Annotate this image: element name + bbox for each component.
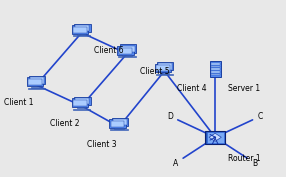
FancyBboxPatch shape <box>117 46 134 55</box>
FancyBboxPatch shape <box>210 61 221 77</box>
Polygon shape <box>209 133 221 141</box>
FancyBboxPatch shape <box>29 76 45 84</box>
FancyBboxPatch shape <box>207 132 224 143</box>
Bar <box>156 74 173 75</box>
FancyBboxPatch shape <box>157 62 173 70</box>
Text: A: A <box>172 159 178 168</box>
FancyBboxPatch shape <box>120 44 136 53</box>
FancyBboxPatch shape <box>119 48 132 54</box>
FancyBboxPatch shape <box>27 78 43 86</box>
Bar <box>27 88 45 89</box>
FancyBboxPatch shape <box>72 98 88 107</box>
Bar <box>160 73 169 74</box>
FancyBboxPatch shape <box>121 46 135 52</box>
FancyBboxPatch shape <box>156 65 170 71</box>
FancyBboxPatch shape <box>155 64 171 72</box>
Text: Client 6: Client 6 <box>94 46 124 55</box>
FancyBboxPatch shape <box>30 77 44 84</box>
Bar <box>77 34 86 35</box>
FancyBboxPatch shape <box>74 97 91 105</box>
Text: C: C <box>258 112 263 121</box>
Text: B: B <box>253 159 258 168</box>
Text: Client 5: Client 5 <box>140 67 170 76</box>
FancyBboxPatch shape <box>28 79 41 85</box>
Text: Client 4: Client 4 <box>177 84 207 93</box>
Bar <box>210 66 220 67</box>
FancyBboxPatch shape <box>158 63 172 70</box>
Bar <box>73 109 90 110</box>
Text: Router 1: Router 1 <box>228 154 261 163</box>
FancyBboxPatch shape <box>72 25 88 34</box>
Bar <box>77 107 86 109</box>
Bar <box>210 71 220 73</box>
Text: Server 1: Server 1 <box>228 84 260 93</box>
FancyBboxPatch shape <box>112 118 128 126</box>
FancyBboxPatch shape <box>74 24 91 32</box>
Text: Client 3: Client 3 <box>87 140 116 149</box>
Text: Client 2: Client 2 <box>49 119 79 128</box>
Bar <box>210 63 220 65</box>
Bar <box>210 74 220 75</box>
FancyBboxPatch shape <box>205 131 225 144</box>
Bar <box>73 35 90 36</box>
Bar <box>118 56 136 57</box>
FancyBboxPatch shape <box>73 27 87 33</box>
FancyBboxPatch shape <box>113 119 127 125</box>
Bar <box>210 68 220 70</box>
FancyBboxPatch shape <box>76 25 89 31</box>
FancyBboxPatch shape <box>109 119 126 128</box>
FancyBboxPatch shape <box>76 98 89 104</box>
Bar <box>114 128 124 129</box>
Text: Client 1: Client 1 <box>4 98 34 107</box>
Bar <box>122 55 132 56</box>
FancyBboxPatch shape <box>111 121 124 127</box>
FancyBboxPatch shape <box>73 100 87 106</box>
Text: D: D <box>167 112 173 121</box>
Bar <box>110 129 128 130</box>
